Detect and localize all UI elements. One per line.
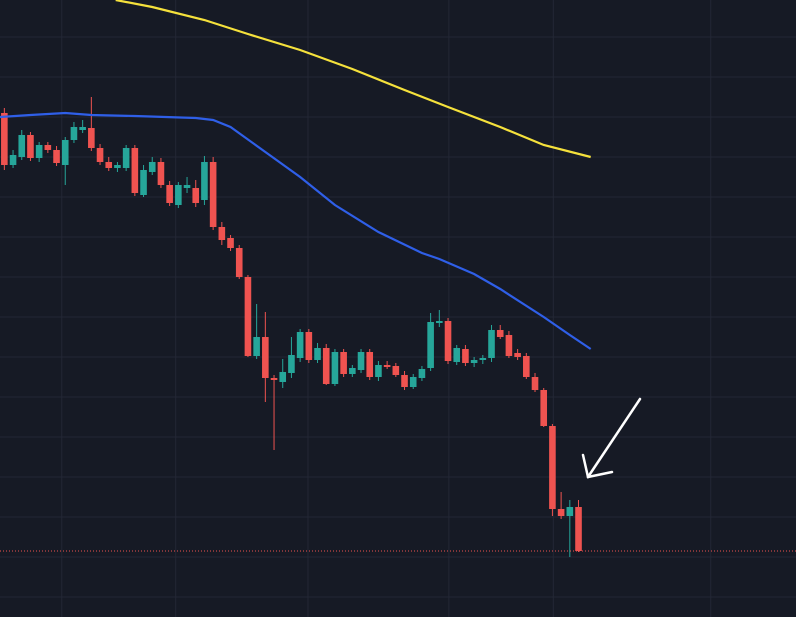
arrow-shaft [586,397,642,479]
candle-body [418,369,426,378]
candle-body [453,348,461,362]
candle-body [105,162,113,168]
candle-body [496,330,504,337]
moving-average-line [115,0,591,159]
candle-body [436,321,443,323]
candle-body [444,321,452,361]
candle-body [201,162,208,200]
candle-body [305,332,313,360]
candle-body [366,352,374,377]
candle-body [523,356,530,377]
candle-body [157,162,165,185]
candle-body [279,372,287,382]
candle-body [53,150,60,163]
candle-body [409,377,417,387]
candle-body [505,335,513,356]
candle-body [140,170,147,195]
candle-body [114,165,121,168]
candle-body [557,509,565,516]
candle-body [470,360,478,363]
candle-body [209,162,217,227]
candle-body [392,366,400,375]
candle-body [18,135,26,157]
candle-body [288,355,295,373]
candle-body [479,358,487,360]
candle-body [27,135,34,158]
candle-body [122,148,130,168]
candle-body [218,227,226,240]
candle-body [296,332,304,358]
candle-body [314,348,321,360]
candle-body [35,145,43,158]
candle-body [531,377,539,390]
candle-body [357,352,365,370]
candle-body [514,353,521,357]
candle-body [96,148,104,162]
candle-body [322,348,330,384]
arrow-head [581,453,614,479]
candle-body [270,378,278,380]
candle-body [44,145,52,150]
candle-body [175,185,182,205]
candle-body [575,507,582,551]
candle-body [148,162,156,172]
candle-body [88,128,95,148]
candle-body [253,337,260,356]
candle-body [262,337,269,378]
candle-body [131,148,139,193]
candle-body [235,248,243,277]
candle-body [488,330,495,358]
candle-body [244,277,252,356]
candle-body [183,185,191,188]
candle-body [192,188,200,203]
candle-body [540,390,548,426]
candle-body [331,352,339,384]
candle-body [566,507,574,516]
candle-body [79,127,86,130]
candle-body [375,365,382,377]
candle-body [1,113,8,165]
candle-body [70,127,78,140]
candle-body [227,238,234,248]
moving-average-line [0,111,592,350]
candle-body [166,185,173,203]
candle-body [383,365,391,367]
candle-body [349,368,356,374]
candle-body [9,155,17,165]
candle-body [549,426,556,509]
candle-body [340,352,347,374]
candle-body [462,349,469,363]
annotation-arrow [581,397,642,479]
candle-body [427,322,434,368]
candle-body [401,375,408,387]
candle-body [61,140,69,165]
